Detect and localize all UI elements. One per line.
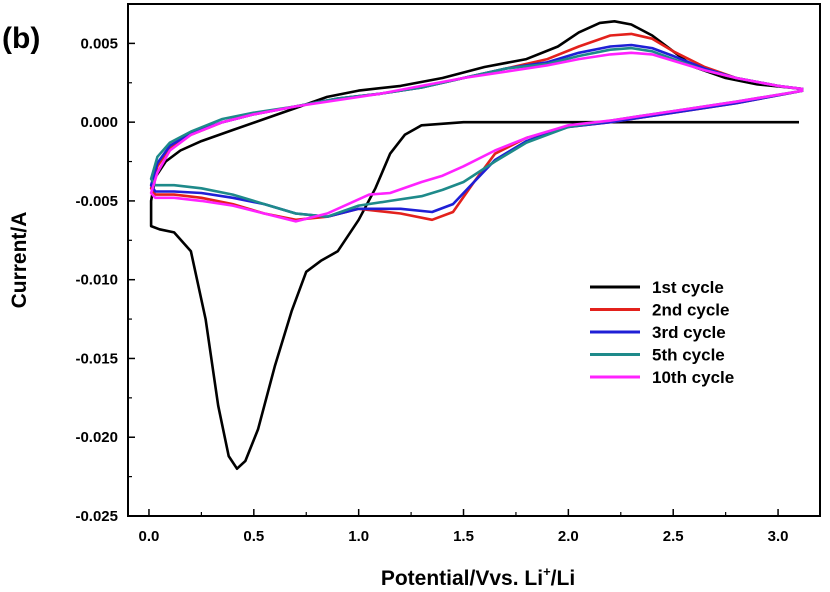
legend-label-4: 5th cycle — [652, 346, 725, 365]
y-axis: 0.005 0.000 -0.005 -0.010 -0.015 -0.020 -0.025 — [75, 35, 135, 525]
series-line-5 — [149, 51, 804, 223]
x-tick-label: 0.0 — [139, 528, 160, 545]
series-line-2 — [149, 32, 804, 222]
y-tick-label: -0.020 — [75, 429, 118, 446]
x-axis-title-tail: /Li — [551, 567, 576, 590]
x-tick-label: 2.0 — [558, 528, 579, 545]
y-axis-title: Current/A — [8, 212, 31, 309]
y-tick-label: -0.005 — [75, 193, 118, 210]
series-lines — [149, 20, 804, 470]
x-axis-title: Potential/Vvs. Li+/Li — [381, 564, 575, 590]
plot-frame — [127, 3, 821, 517]
x-tick-label: 1.5 — [453, 528, 474, 545]
x-axis-title-superscript: + — [543, 564, 551, 579]
x-axis-title-main: Potential/Vvs. Li — [381, 567, 543, 590]
x-tick-label: 2.5 — [663, 528, 684, 545]
legend-label-2: 2nd cycle — [652, 301, 730, 320]
series-line-1 — [149, 20, 804, 470]
y-tick-label: -0.025 — [75, 508, 118, 525]
series-line-4 — [149, 46, 804, 218]
x-tick-label: 1.0 — [348, 528, 369, 545]
y-tick-label: 0.000 — [80, 114, 118, 131]
x-axis: 0.0 0.5 1.0 1.5 2.0 2.5 3.0 — [139, 509, 789, 545]
panel-label: (b) — [2, 22, 40, 55]
legend: 1st cycle 2nd cycle 3rd cycle 5th cycle 10th… — [590, 278, 734, 387]
x-tick-label: 3.0 — [768, 528, 789, 545]
y-tick-label: -0.015 — [75, 350, 118, 367]
y-tick-label: -0.010 — [75, 272, 118, 289]
legend-label-1: 1st cycle — [652, 278, 724, 297]
legend-label-5: 10th cycle — [652, 368, 734, 387]
legend-label-3: 3rd cycle — [652, 323, 726, 342]
x-tick-label: 0.5 — [243, 528, 264, 545]
y-tick-label: 0.005 — [80, 35, 118, 52]
series-line-3 — [149, 43, 804, 218]
